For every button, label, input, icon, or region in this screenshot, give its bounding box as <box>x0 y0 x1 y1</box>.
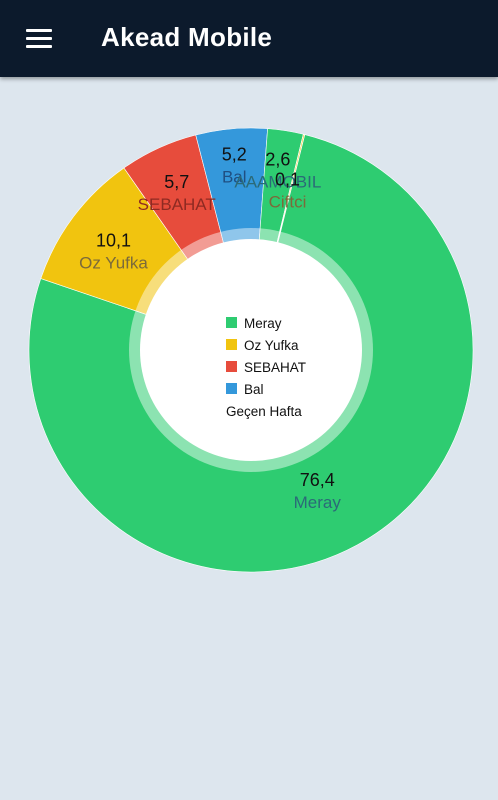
center-hole <box>140 239 362 461</box>
legend-swatch <box>226 383 237 394</box>
legend-label: Bal <box>244 382 264 397</box>
slice-name-label: Bal <box>222 168 247 187</box>
menu-button[interactable] <box>14 18 64 60</box>
legend-swatch <box>226 361 237 372</box>
menu-icon-bar <box>26 45 52 48</box>
legend-label: Oz Yufka <box>244 338 299 353</box>
app-bar: Akead Mobile <box>0 0 498 77</box>
slice-name-label: SEBAHAT <box>138 195 216 214</box>
slice-value-label: 76,4 <box>300 470 335 490</box>
legend-swatch <box>226 317 237 328</box>
menu-icon-bar <box>26 37 52 40</box>
slice-value-label: 5,7 <box>164 172 189 192</box>
legend: Meray Oz Yufka SEBAHAT Bal Geçen Hafta <box>226 316 306 419</box>
slice-value-label: 2,6 <box>265 149 290 169</box>
slice-name-label: Ciftci <box>269 192 307 211</box>
app-title: Akead Mobile <box>101 22 273 52</box>
slice-value-label: 0,1 <box>275 169 300 189</box>
menu-icon <box>26 29 52 32</box>
legend-title: Geçen Hafta <box>226 404 302 419</box>
slice-name-label: AAAMOBIL <box>234 172 321 191</box>
slice-value-label: 5,2 <box>222 145 247 165</box>
slice-name-label: Meray <box>294 493 342 512</box>
legend-label: Meray <box>244 316 282 331</box>
slice-value-label: 10,1 <box>96 231 131 251</box>
legend-swatch <box>226 339 237 350</box>
legend-label: SEBAHAT <box>244 360 306 375</box>
donut-chart: 76,4 Meray 10,1 Oz Yufka 5,7 SEBAHAT 5,2 Bal 2,6… <box>28 127 474 573</box>
slice-name-label: Oz Yufka <box>79 254 148 273</box>
slice-labels: 76,4 Meray 10,1 Oz Yufka 5,7 SEBAHAT 5,2 Bal 2,6… <box>79 145 341 512</box>
